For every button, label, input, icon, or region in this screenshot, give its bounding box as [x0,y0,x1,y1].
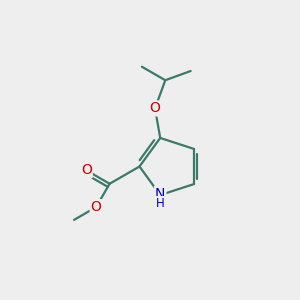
Text: N: N [155,187,165,200]
Text: O: O [81,163,92,177]
Text: O: O [150,101,160,116]
Text: O: O [91,200,102,214]
Text: H: H [156,197,165,210]
